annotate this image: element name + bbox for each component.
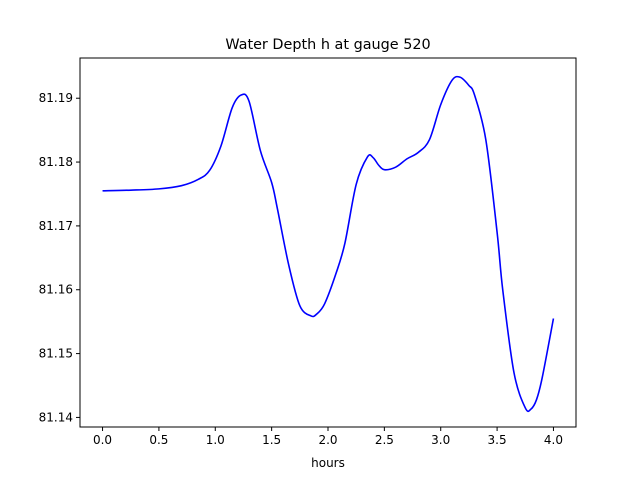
y-tick-label: 81.18 [39, 155, 73, 169]
x-tick-label: 2.0 [318, 433, 337, 447]
x-tick-label: 3.5 [488, 433, 507, 447]
y-tick-label: 81.15 [39, 347, 73, 361]
chart-title: Water Depth h at gauge 520 [225, 37, 430, 53]
x-tick-label: 0.5 [149, 433, 168, 447]
y-tick-label: 81.19 [39, 91, 73, 105]
series-line [102, 75, 555, 413]
x-tick-label: 1.5 [262, 433, 281, 447]
plot-area [102, 75, 555, 413]
y-tick-label: 81.16 [39, 283, 73, 297]
x-tick-label: 0.0 [93, 433, 112, 447]
x-tick-label: 2.5 [375, 433, 394, 447]
y-axis: 81.14 81.15 81.16 81.17 81.18 81.19 [39, 91, 80, 424]
x-tick-label: 4.0 [544, 433, 563, 447]
x-axis: 0.0 0.5 1.0 1.5 2.0 2.5 3.0 3.5 4.0 [93, 427, 563, 447]
y-tick-label: 81.17 [39, 219, 73, 233]
x-tick-label: 3.0 [431, 433, 450, 447]
y-tick-label: 81.14 [39, 410, 73, 424]
x-tick-label: 1.0 [206, 433, 225, 447]
x-axis-label: hours [311, 456, 345, 470]
